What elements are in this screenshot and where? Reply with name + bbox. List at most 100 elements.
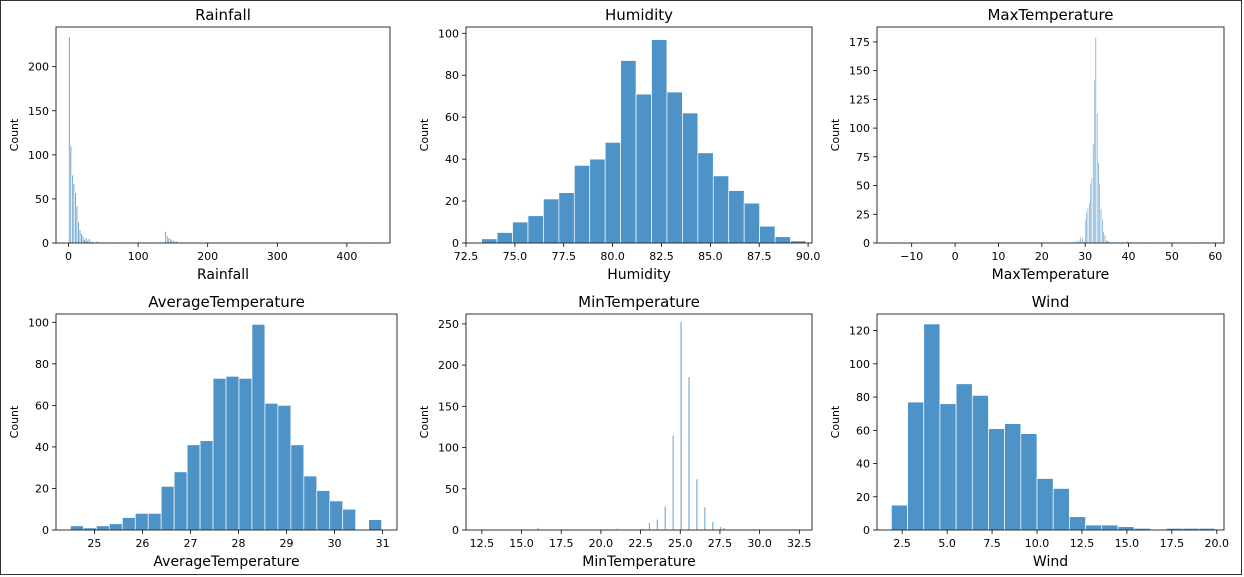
x-tick-label: 17.5 xyxy=(549,537,574,550)
histogram-bar xyxy=(543,198,560,244)
histogram-bar xyxy=(199,440,214,531)
histogram-bar xyxy=(329,500,344,531)
histogram-bar xyxy=(651,39,668,244)
histogram-bar xyxy=(496,232,513,244)
x-tick-label: 90.0 xyxy=(796,250,821,263)
y-tick-label: 75 xyxy=(856,151,870,164)
x-tick-label: 15.0 xyxy=(509,537,534,550)
y-tick-label: 50 xyxy=(35,193,49,206)
histogram-bar xyxy=(687,376,691,531)
chart-panel: 2.5 5.0 7.5 10.0 12.5 15.0 17.5 20.0 0 20 40 60 80 10… xyxy=(829,293,1229,570)
x-tick-label: 0 xyxy=(952,250,959,263)
y-tick-label: 50 xyxy=(856,180,870,193)
x-tick-label: 77.5 xyxy=(551,250,576,263)
histogram-bar xyxy=(891,504,908,531)
y-tick-label: 125 xyxy=(849,93,870,106)
histogram-bar xyxy=(711,521,714,531)
x-tick-label: 28 xyxy=(232,537,246,550)
y-tick-label: 0 xyxy=(863,524,870,537)
histogram-bar xyxy=(512,221,529,244)
y-tick-label: 0 xyxy=(42,524,49,537)
histogram-bar xyxy=(955,383,973,531)
x-tick-label: 82.5 xyxy=(649,250,674,263)
x-tick-label: 10.0 xyxy=(1025,537,1050,550)
y-tick-label: 0 xyxy=(863,237,870,250)
histogram-bar xyxy=(108,523,123,531)
chart-title: Wind xyxy=(1032,293,1070,311)
chart-panel: −10 0 10 20 30 40 50 60 0 25 50 75 100 125 150 175 MaxTe… xyxy=(829,6,1225,283)
chart-panel: 0 100 200 300 400 0 50 100 150 200 Rainfall Rainfal… xyxy=(8,6,391,283)
y-tick-label: 80 xyxy=(856,391,870,404)
y-tick-label: 80 xyxy=(445,69,459,82)
histogram-bar xyxy=(988,428,1005,531)
histogram-bar xyxy=(604,141,621,244)
histogram-bar xyxy=(712,175,730,244)
histogram-bar xyxy=(481,238,498,244)
y-tick-label: 150 xyxy=(28,105,49,118)
histogram-bar xyxy=(759,225,776,244)
histogram-bar xyxy=(939,403,957,531)
y-tick-label: 40 xyxy=(445,153,459,166)
y-tick-label: 0 xyxy=(452,237,459,250)
histogram-bar xyxy=(1069,516,1086,531)
histogram-bar xyxy=(635,93,652,244)
chart-panel: 12.5 15.0 17.5 20.0 22.5 25.0 27.5 30.0 32.5 0 50 1… xyxy=(418,293,813,570)
histogram-bar xyxy=(1020,433,1038,531)
x-tick-label: 12.5 xyxy=(1070,537,1095,550)
histogram-bar xyxy=(1085,524,1103,531)
histogram-bar xyxy=(342,508,357,531)
x-tick-label: 5.0 xyxy=(938,537,956,550)
x-tick-label: 26 xyxy=(135,537,149,550)
y-tick-label: 100 xyxy=(438,442,459,455)
x-tick-label: 2.5 xyxy=(893,537,911,550)
axes-frame xyxy=(55,313,398,531)
y-tick-label: 20 xyxy=(445,195,459,208)
axes-frame xyxy=(876,26,1225,244)
y-axis-label: Count xyxy=(418,118,431,151)
y-tick-label: 200 xyxy=(438,359,459,372)
x-tick-label: 72.5 xyxy=(454,250,479,263)
histogram-bar xyxy=(1079,236,1082,244)
x-tick-label: 80.0 xyxy=(600,250,625,263)
histogram-bar xyxy=(719,526,722,531)
y-tick-label: 100 xyxy=(438,27,459,40)
y-axis-label: Count xyxy=(8,405,21,438)
histogram-bar xyxy=(743,202,760,244)
histogram-bar xyxy=(728,190,745,244)
y-tick-label: 20 xyxy=(35,482,49,495)
y-tick-label: 0 xyxy=(42,237,49,250)
axes-frame xyxy=(55,26,391,244)
x-axis-label: AverageTemperature xyxy=(153,554,299,570)
x-tick-label: 22.5 xyxy=(628,537,653,550)
y-tick-label: 60 xyxy=(856,424,870,437)
histogram-bar xyxy=(238,378,253,531)
histogram-bar xyxy=(620,60,637,244)
x-axis-label: Rainfall xyxy=(197,267,249,283)
y-axis-label: Count xyxy=(8,118,21,151)
x-axis-label: MaxTemperature xyxy=(992,267,1110,283)
y-tick-label: 60 xyxy=(35,399,49,412)
x-tick-label: 30 xyxy=(1078,250,1092,263)
x-tick-label: 87.5 xyxy=(747,250,772,263)
histogram-bar xyxy=(589,158,606,244)
x-tick-label: 100 xyxy=(128,250,149,263)
histogram-bar xyxy=(1052,488,1070,531)
histogram-bar xyxy=(1101,524,1119,531)
histogram-bar xyxy=(147,513,162,531)
histogram-bar xyxy=(1117,526,1135,531)
x-tick-label: 30 xyxy=(328,537,342,550)
histogram-bar xyxy=(664,505,667,531)
histogram-bar xyxy=(160,486,175,531)
histogram-bar xyxy=(666,91,683,244)
y-tick-label: 40 xyxy=(35,441,49,454)
histogram-bar xyxy=(923,323,941,531)
histogram-bar xyxy=(225,375,240,531)
histogram-bar xyxy=(682,112,699,244)
axes-frame xyxy=(465,26,813,244)
histogram-bar xyxy=(70,525,84,531)
y-axis-label: Count xyxy=(829,118,842,151)
x-axis-label: Wind xyxy=(1033,554,1068,570)
chart-panel: 25 26 27 28 29 30 31 0 20 40 60 80 100 AverageTempera… xyxy=(8,293,398,570)
y-axis-label: Count xyxy=(829,405,842,438)
